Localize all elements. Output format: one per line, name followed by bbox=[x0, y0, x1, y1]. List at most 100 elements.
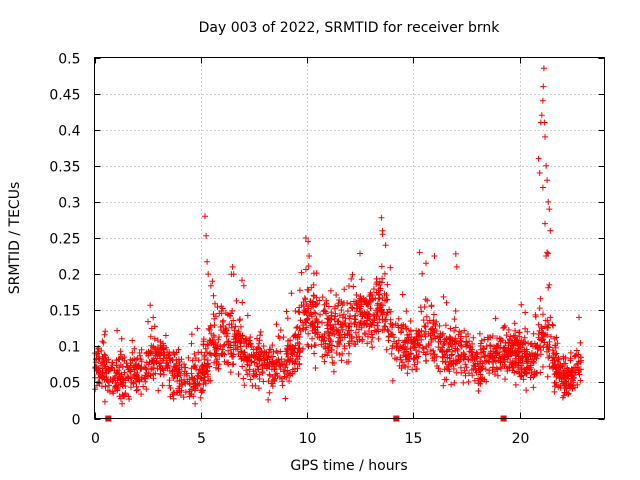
data-point bbox=[506, 364, 513, 371]
data-point bbox=[442, 322, 449, 329]
data-point bbox=[229, 263, 236, 270]
data-point bbox=[460, 379, 467, 386]
data-point bbox=[260, 353, 267, 360]
data-point bbox=[92, 386, 99, 393]
data-point bbox=[127, 367, 134, 373]
data-point bbox=[356, 333, 362, 340]
data-point bbox=[522, 325, 529, 332]
data-point bbox=[240, 375, 247, 382]
data-point bbox=[176, 362, 182, 369]
data-point bbox=[368, 338, 375, 345]
data-point bbox=[316, 297, 323, 304]
data-point bbox=[511, 337, 518, 344]
data-point bbox=[273, 321, 280, 328]
data-point bbox=[352, 329, 359, 336]
data-point bbox=[430, 347, 437, 354]
data-point bbox=[142, 365, 149, 372]
data-point bbox=[545, 284, 552, 291]
data-point bbox=[227, 369, 234, 376]
data-point bbox=[259, 369, 266, 376]
data-point bbox=[332, 321, 339, 328]
data-point bbox=[393, 343, 400, 350]
data-point bbox=[527, 374, 534, 381]
data-point bbox=[201, 352, 208, 359]
data-point bbox=[244, 312, 251, 319]
data-point bbox=[209, 278, 216, 285]
data-point bbox=[399, 343, 406, 350]
data-point bbox=[290, 344, 297, 351]
data-point bbox=[362, 320, 368, 327]
data-point bbox=[546, 338, 553, 345]
data-point bbox=[205, 342, 212, 349]
data-point bbox=[411, 361, 418, 368]
data-point bbox=[326, 332, 333, 339]
data-point bbox=[481, 353, 488, 360]
data-point bbox=[159, 382, 166, 389]
data-point bbox=[317, 311, 323, 318]
y-tick-label: 0.35 bbox=[49, 160, 80, 176]
data-point bbox=[303, 301, 310, 307]
chart-title: Day 003 of 2022, SRMTID for receiver brn… bbox=[199, 20, 501, 36]
data-point bbox=[328, 312, 335, 319]
data-point bbox=[213, 364, 220, 371]
data-point bbox=[128, 379, 135, 386]
data-point bbox=[575, 369, 582, 376]
data-point bbox=[169, 370, 176, 377]
data-point bbox=[309, 319, 316, 326]
data-point bbox=[551, 388, 558, 395]
data-point bbox=[160, 371, 167, 378]
data-point bbox=[475, 380, 482, 387]
data-point bbox=[329, 330, 336, 337]
data-point bbox=[451, 379, 458, 386]
data-point bbox=[337, 337, 344, 344]
data-point bbox=[527, 362, 534, 369]
data-point bbox=[505, 326, 512, 333]
data-point bbox=[220, 317, 227, 324]
data-point bbox=[329, 359, 336, 366]
data-point bbox=[99, 353, 106, 360]
data-point bbox=[542, 133, 548, 140]
data-point bbox=[164, 365, 171, 372]
data-point bbox=[346, 331, 353, 338]
data-point bbox=[555, 384, 562, 391]
data-point bbox=[414, 359, 421, 366]
data-point bbox=[282, 395, 289, 402]
data-point bbox=[255, 366, 262, 373]
data-point bbox=[420, 317, 427, 324]
data-point bbox=[256, 337, 263, 344]
data-point bbox=[150, 375, 157, 382]
data-point bbox=[540, 311, 546, 318]
data-point bbox=[567, 381, 574, 388]
data-point bbox=[294, 353, 301, 360]
data-point bbox=[514, 348, 521, 355]
data-point bbox=[483, 357, 490, 364]
y-tick-label: 0.5 bbox=[58, 52, 80, 68]
data-point bbox=[125, 393, 132, 400]
data-point bbox=[375, 335, 382, 342]
data-point bbox=[381, 323, 388, 330]
data-point bbox=[453, 263, 460, 270]
data-point bbox=[378, 214, 385, 221]
data-point bbox=[570, 377, 576, 384]
data-point bbox=[261, 363, 268, 370]
data-point bbox=[494, 335, 500, 342]
data-point bbox=[161, 351, 168, 358]
data-point bbox=[202, 345, 209, 352]
data-point bbox=[492, 315, 499, 322]
data-point bbox=[252, 382, 259, 389]
data-point bbox=[138, 346, 145, 353]
data-point bbox=[339, 326, 346, 333]
data-point bbox=[363, 301, 370, 308]
data-point bbox=[463, 333, 470, 340]
data-point bbox=[327, 337, 334, 344]
data-point bbox=[210, 292, 217, 299]
data-point bbox=[174, 367, 181, 374]
data-point bbox=[408, 328, 414, 335]
data-point bbox=[129, 349, 136, 356]
data-point bbox=[256, 345, 263, 352]
data-point bbox=[435, 333, 441, 340]
data-point bbox=[540, 65, 547, 72]
data-point bbox=[333, 350, 340, 356]
data-point bbox=[134, 386, 141, 393]
data-point bbox=[191, 351, 198, 357]
